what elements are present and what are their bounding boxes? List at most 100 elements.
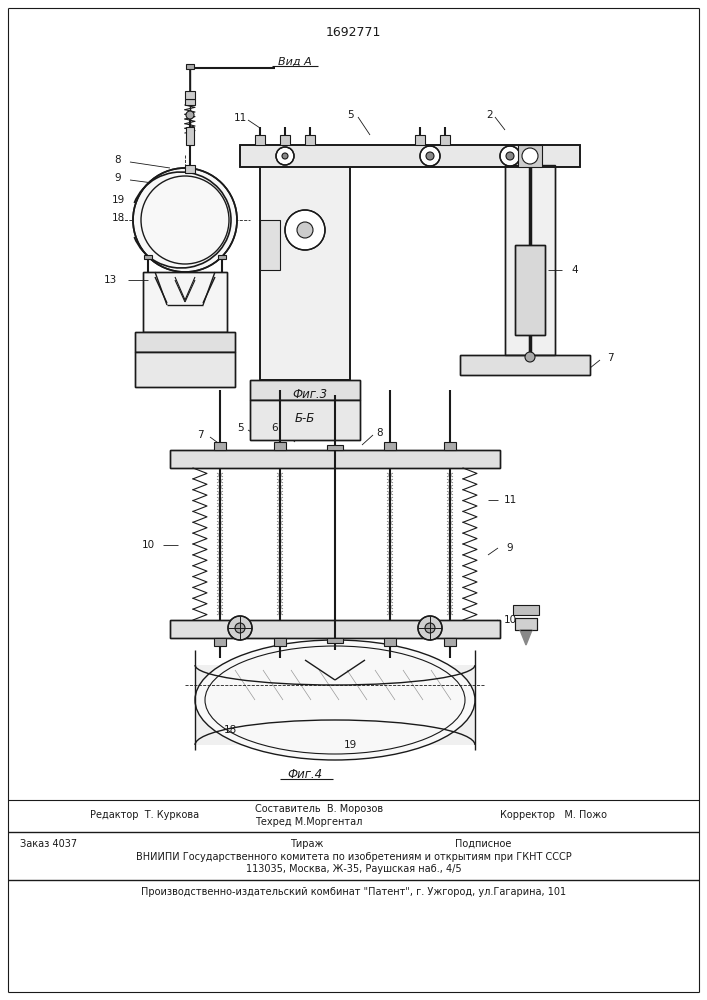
Text: Подписное: Подписное: [455, 839, 511, 849]
Bar: [260, 150, 350, 380]
Bar: [280, 135, 290, 145]
Text: 11: 11: [503, 495, 517, 505]
Text: 13: 13: [103, 275, 117, 285]
Circle shape: [426, 152, 434, 160]
Text: 8: 8: [377, 428, 383, 438]
Bar: [135, 332, 235, 352]
Bar: [327, 638, 343, 643]
Text: 10: 10: [141, 540, 155, 550]
Text: Редактор  Т. Куркова: Редактор Т. Куркова: [90, 810, 199, 820]
Bar: [143, 272, 227, 332]
Circle shape: [235, 623, 245, 633]
Bar: [515, 618, 537, 630]
Text: Б-Б: Б-Б: [295, 412, 315, 424]
Circle shape: [297, 222, 313, 238]
Text: 11: 11: [233, 113, 247, 123]
Text: Техред М.Моргентал: Техред М.Моргентал: [255, 817, 363, 827]
Bar: [415, 135, 425, 145]
Bar: [260, 150, 350, 380]
Text: 7: 7: [197, 430, 204, 440]
Text: Составитель  В. Морозов: Составитель В. Морозов: [255, 804, 383, 814]
Text: Заказ 4037: Заказ 4037: [20, 839, 77, 849]
Bar: [135, 332, 235, 352]
Bar: [185, 91, 195, 99]
Bar: [170, 450, 500, 468]
Bar: [185, 99, 195, 105]
Ellipse shape: [195, 640, 475, 760]
Circle shape: [133, 168, 237, 272]
Text: Вид А: Вид А: [278, 57, 312, 67]
Text: 1692771: 1692771: [325, 25, 380, 38]
Bar: [214, 638, 226, 646]
Text: 5: 5: [346, 110, 354, 120]
Text: 5: 5: [237, 423, 243, 433]
Text: 18: 18: [223, 725, 237, 735]
Bar: [255, 135, 265, 145]
Text: 113035, Москва, Ж-35, Раушская наб., 4/5: 113035, Москва, Ж-35, Раушская наб., 4/5: [246, 864, 462, 874]
Bar: [305, 135, 315, 145]
Circle shape: [285, 210, 325, 250]
Bar: [384, 638, 396, 646]
Text: 4: 4: [572, 265, 578, 275]
Text: Корректор   М. Пожо: Корректор М. Пожо: [500, 810, 607, 820]
Text: 9: 9: [507, 543, 513, 553]
Text: ВНИИПИ Государственного комитета по изобретениям и открытиям при ГКНТ СССР: ВНИИПИ Государственного комитета по изоб…: [136, 852, 572, 862]
Text: 2: 2: [486, 110, 493, 120]
Bar: [505, 165, 555, 355]
Text: Тираж: Тираж: [290, 839, 323, 849]
Circle shape: [522, 148, 538, 164]
Circle shape: [186, 111, 194, 119]
Bar: [250, 380, 360, 400]
Bar: [186, 127, 194, 145]
Text: 6: 6: [271, 423, 279, 433]
Bar: [214, 442, 226, 450]
Bar: [135, 352, 235, 387]
Bar: [185, 165, 195, 173]
Bar: [170, 620, 500, 638]
Bar: [518, 145, 542, 167]
Text: 8: 8: [115, 155, 122, 165]
Bar: [250, 380, 360, 400]
Circle shape: [420, 146, 440, 166]
Bar: [515, 245, 545, 335]
Bar: [515, 245, 545, 335]
Bar: [195, 665, 475, 745]
Text: 19: 19: [344, 740, 356, 750]
Bar: [384, 442, 396, 450]
Bar: [240, 145, 580, 167]
Text: Фиг.4: Фиг.4: [288, 768, 322, 782]
Circle shape: [425, 623, 435, 633]
Bar: [170, 450, 500, 468]
Bar: [144, 255, 152, 259]
Bar: [327, 445, 343, 450]
Bar: [170, 620, 500, 638]
Bar: [240, 145, 580, 167]
Bar: [218, 255, 226, 259]
Bar: [440, 135, 450, 145]
Circle shape: [525, 352, 535, 362]
Text: 10: 10: [503, 615, 517, 625]
Bar: [513, 605, 539, 615]
Circle shape: [500, 146, 520, 166]
Circle shape: [228, 616, 252, 640]
Bar: [515, 618, 537, 630]
Text: 19: 19: [112, 195, 124, 205]
Circle shape: [282, 153, 288, 159]
Bar: [505, 165, 555, 355]
Bar: [460, 355, 590, 375]
Circle shape: [418, 616, 442, 640]
Bar: [460, 355, 590, 375]
Bar: [250, 400, 360, 440]
Bar: [186, 64, 194, 69]
Text: 9: 9: [115, 173, 122, 183]
Bar: [444, 442, 456, 450]
Polygon shape: [520, 630, 532, 645]
Text: Производственно-издательский комбинат "Патент", г. Ужгород, ул.Гагарина, 101: Производственно-издательский комбинат "П…: [141, 887, 566, 897]
Text: 7: 7: [607, 353, 613, 363]
Bar: [250, 400, 360, 440]
Bar: [143, 272, 227, 332]
Bar: [135, 352, 235, 387]
Bar: [260, 220, 280, 270]
Bar: [444, 638, 456, 646]
Circle shape: [506, 152, 514, 160]
